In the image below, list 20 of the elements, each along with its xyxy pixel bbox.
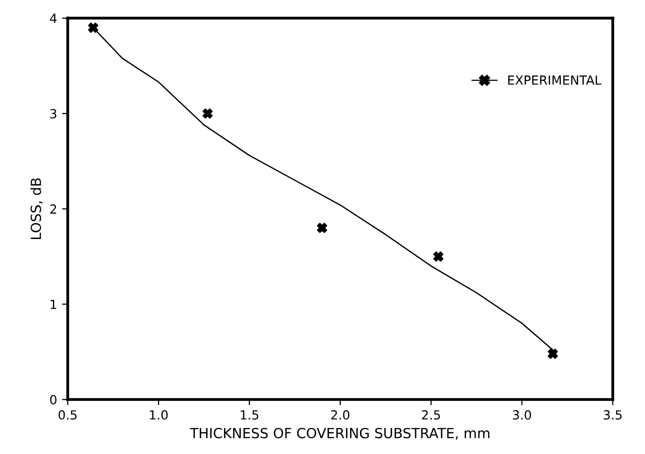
point (316, 222, 328, 233)
point (433, 251, 444, 262)
legend-label: EXPERIMENTAL (508, 76, 602, 85)
point (88, 22, 98, 33)
y-tick-label: 4 (50, 14, 57, 23)
x-tick-label: 0.5 (58, 410, 77, 420)
x-axis-title: THICKNESS OF COVERING SUBSTRATE, mm (190, 428, 490, 440)
x-tick-label: 2.0 (331, 410, 350, 420)
point (548, 348, 558, 359)
x-tick-label: 1.5 (240, 410, 258, 420)
y-axis-title: LOSS, dB (30, 178, 43, 239)
x-tick-label: 3.5 (604, 410, 622, 420)
y-tick-label: 0 (50, 394, 56, 404)
point (202, 108, 213, 119)
x-tick-label: 2.5 (422, 410, 440, 420)
x-tick-label: 3.0 (512, 410, 532, 420)
y-tick-label: 2 (50, 204, 56, 214)
x-tick-label: 1.0 (150, 410, 168, 420)
y-tick-label: 1 (50, 300, 56, 309)
y-tick-label: 3 (50, 108, 56, 118)
